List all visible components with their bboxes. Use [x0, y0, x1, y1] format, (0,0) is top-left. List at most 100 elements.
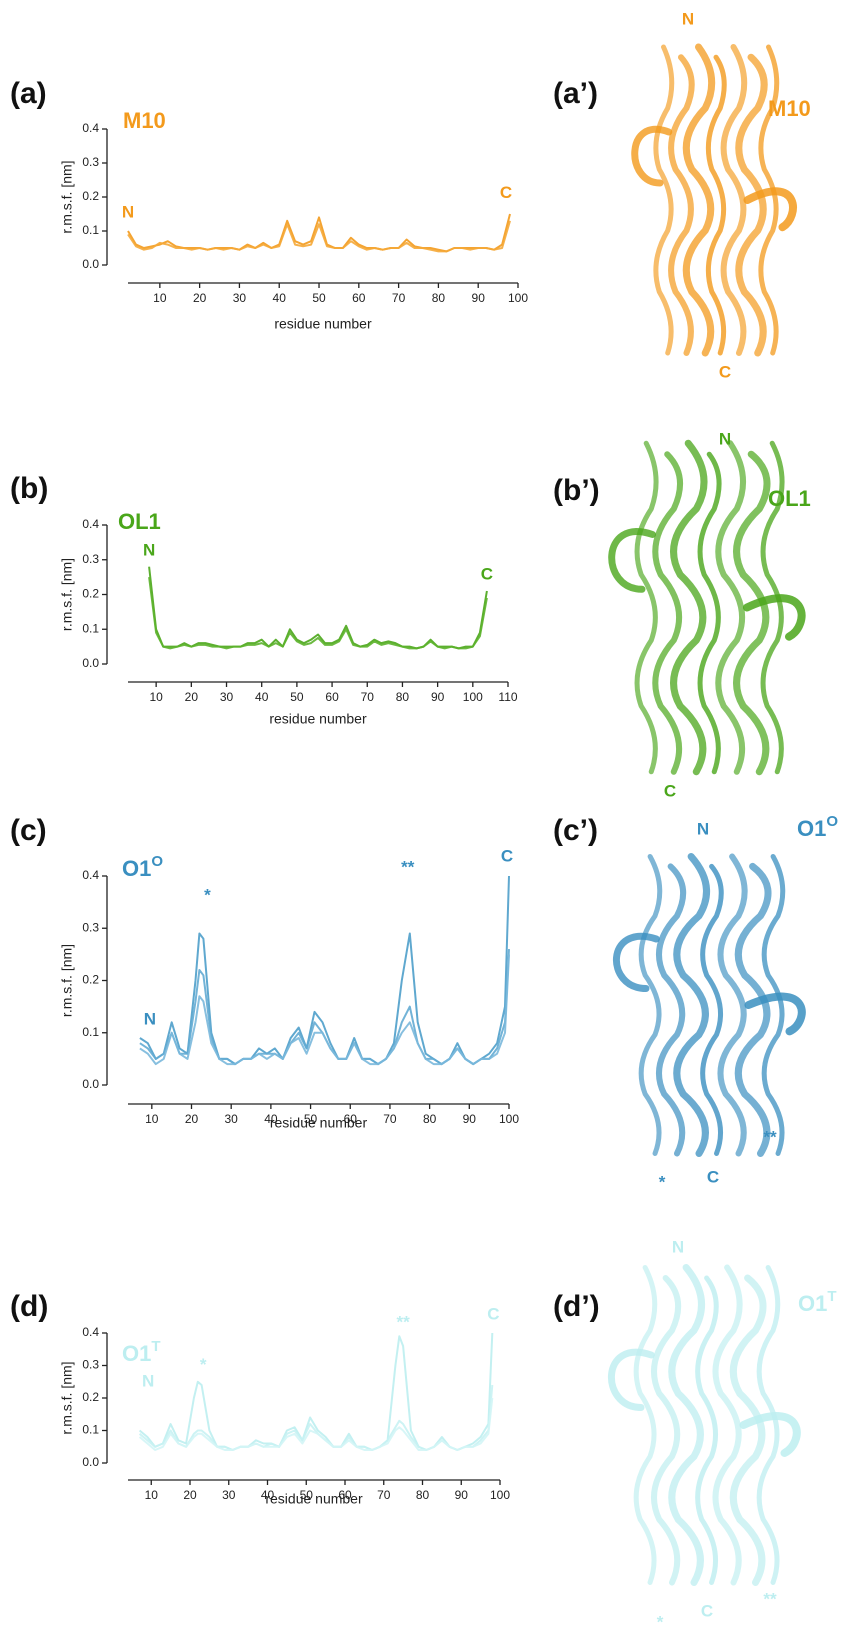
- y-axis-label: r.m.s.f. [nm]: [59, 160, 75, 233]
- x-tick-label: 30: [220, 690, 234, 704]
- title-text: M10: [768, 96, 811, 121]
- panel-label: (c): [10, 814, 47, 847]
- title-superscript: T: [151, 1338, 160, 1355]
- panel-label: (a’): [553, 77, 598, 110]
- x-tick-label: 20: [183, 1488, 197, 1502]
- backbone-loop: [607, 1348, 655, 1411]
- x-axis-label: residue number: [270, 1115, 368, 1131]
- y-tick-label: 0.2: [82, 189, 99, 203]
- backbone-loop: [608, 528, 656, 593]
- x-tick-label: 10: [153, 291, 167, 305]
- backbone-strand: [720, 44, 748, 356]
- panel-title: O1O: [797, 813, 838, 841]
- backbone-strand: [650, 1275, 682, 1586]
- panel-label: (b’): [553, 474, 600, 507]
- protein-structure: [631, 43, 797, 357]
- annotation: N: [719, 429, 731, 448]
- protein-structure: [608, 439, 806, 776]
- panel-title: M10: [123, 108, 166, 133]
- y-tick-label: 0.3: [82, 1358, 99, 1372]
- y-tick-label: 0.0: [82, 257, 99, 271]
- backbone-strand: [633, 1265, 658, 1585]
- annotation: *: [657, 1612, 664, 1631]
- panel-label: (a): [10, 77, 47, 110]
- x-tick-label: 50: [312, 291, 326, 305]
- annotation: C: [719, 362, 731, 381]
- y-tick-label: 0.1: [82, 223, 99, 237]
- annotation: N: [142, 1372, 154, 1391]
- backbone-loop: [743, 594, 806, 641]
- x-tick-label: 60: [338, 1488, 352, 1502]
- backbone-strand: [735, 53, 768, 357]
- backbone-strand: [697, 451, 722, 775]
- backbone-strand: [758, 44, 780, 356]
- x-tick-label: 40: [261, 1488, 275, 1502]
- title-superscript: T: [827, 1288, 836, 1305]
- rmsf-line: [139, 954, 510, 1066]
- y-tick-label: 0.4: [82, 868, 99, 882]
- x-tick-label: 60: [344, 1112, 358, 1126]
- x-tick-label: 10: [149, 690, 163, 704]
- title-text: O1: [797, 816, 826, 841]
- x-tick-label: 90: [431, 690, 445, 704]
- title-text: M10: [123, 108, 166, 133]
- y-tick-label: 0.1: [82, 621, 99, 635]
- x-tick-label: 50: [304, 1112, 318, 1126]
- annotation: C: [481, 565, 493, 584]
- title-text: OL1: [118, 509, 161, 534]
- x-tick-label: 40: [273, 291, 287, 305]
- backbone-strand: [668, 54, 695, 356]
- y-tick-label: 0.0: [82, 1455, 99, 1469]
- protein-structure: [612, 853, 806, 1157]
- annotation: N: [144, 1010, 156, 1029]
- y-tick-label: 0.4: [82, 121, 99, 135]
- backbone-strand: [655, 863, 687, 1157]
- backbone-strand: [756, 1265, 781, 1585]
- annotation: C: [701, 1601, 713, 1620]
- y-tick-label: 0.0: [82, 1077, 99, 1091]
- x-tick-label: 80: [432, 291, 446, 305]
- y-tick-label: 0.4: [82, 1325, 99, 1339]
- x-tick-label: 90: [455, 1488, 469, 1502]
- backbone-strand: [733, 450, 771, 776]
- panel-label: (b): [10, 472, 48, 505]
- x-tick-label: 40: [255, 690, 269, 704]
- backbone-strand: [717, 853, 748, 1157]
- x-tick-label: 70: [377, 1488, 391, 1502]
- y-tick-label: 0.2: [82, 973, 99, 987]
- x-tick-label: 30: [225, 1112, 239, 1126]
- y-tick-label: 0.3: [82, 552, 99, 566]
- annotation: **: [763, 1589, 777, 1608]
- x-tick-label: 30: [233, 291, 247, 305]
- x-tick-label: 70: [383, 1112, 397, 1126]
- annotation: N: [143, 541, 155, 560]
- backbone-strand: [695, 1275, 719, 1585]
- backbone-strand: [715, 440, 747, 775]
- y-tick-label: 0.0: [82, 656, 99, 670]
- backbone-strand: [634, 440, 659, 775]
- annotation: *: [204, 885, 211, 904]
- annotation: C: [487, 1305, 499, 1324]
- backbone-loop: [744, 992, 806, 1036]
- x-tick-label: 60: [352, 291, 366, 305]
- rmsf-line: [148, 566, 488, 650]
- backbone-strand: [705, 54, 727, 356]
- rmsf-line: [127, 220, 511, 253]
- title-superscript: O: [151, 853, 163, 870]
- y-axis-label: r.m.s.f. [nm]: [59, 558, 75, 631]
- x-tick-label: 100: [508, 291, 528, 305]
- title-text: O1: [122, 856, 151, 881]
- backbone-strand: [700, 863, 724, 1156]
- annotation: C: [500, 183, 512, 202]
- x-tick-label: 80: [423, 1112, 437, 1126]
- backbone-strand: [668, 1264, 705, 1586]
- x-tick-label: 110: [498, 690, 517, 704]
- x-axis-label: residue number: [269, 711, 367, 727]
- panel-title: O1T: [798, 1288, 837, 1316]
- x-tick-label: 100: [490, 1488, 510, 1502]
- x-axis-label: residue number: [274, 316, 372, 332]
- backbone-loop: [612, 933, 660, 992]
- panel-title: O1T: [122, 1338, 161, 1366]
- backbone-strand: [638, 854, 663, 1156]
